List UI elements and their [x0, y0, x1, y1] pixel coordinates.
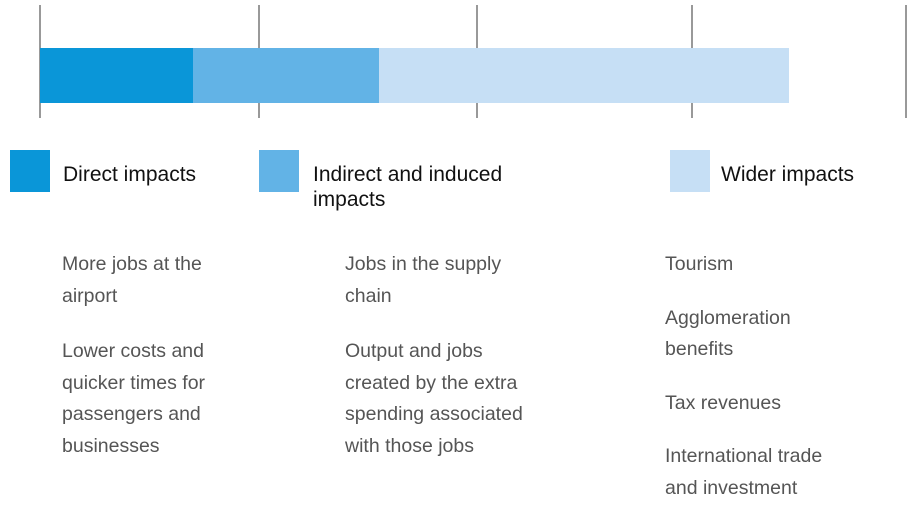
list-item: Tourism — [665, 249, 822, 281]
legend-swatch — [259, 150, 299, 192]
text-line: benefits — [665, 338, 734, 360]
page: Direct impacts Indirect and induced impac… — [10, 5, 907, 499]
text-line: Tourism — [665, 253, 734, 275]
list-item: Lower costs and quicker times for passenge… — [62, 336, 205, 462]
bar-segment — [379, 48, 789, 103]
legend-label: Indirect and induced impacts — [313, 162, 502, 212]
text-line: Output and jobs — [345, 340, 483, 362]
text-line: Indirect and induced — [313, 163, 503, 186]
list-item: More jobs at the airport — [62, 249, 205, 312]
list-item: Output and jobs created by the extra spend… — [345, 336, 523, 462]
text-line: with those jobs — [345, 434, 474, 457]
text-line: impacts — [313, 188, 386, 211]
bar-segment — [193, 48, 379, 103]
text-line: quicker times for — [62, 371, 206, 394]
text-line: Tax revenues — [665, 391, 781, 414]
text-line: airport — [62, 284, 118, 307]
text-line: More jobs at the — [62, 253, 202, 275]
text-line: created by the extra — [345, 371, 518, 394]
text-line: chain — [345, 284, 392, 307]
list-item: Jobs in the supply chain — [345, 249, 523, 312]
text-line: businesses — [62, 434, 160, 457]
text-line: Agglomeration — [665, 306, 791, 329]
list-item: Agglomeration benefits — [665, 303, 822, 366]
text-line: Lower costs and — [62, 340, 204, 362]
list-item: Tax revenues — [665, 388, 822, 420]
diagram — [10, 5, 907, 192]
text-line: passengers and — [62, 403, 201, 425]
text-line: Wider impacts — [721, 163, 855, 186]
text-line: Direct impacts — [63, 163, 197, 186]
list-item: International trade and investment — [665, 441, 822, 504]
column: Jobs in the supply chain Output and jobs cr… — [345, 249, 523, 486]
text-line: Jobs in the supply — [345, 253, 502, 275]
bar-segment — [40, 48, 193, 103]
column: Tourism Agglomeration benefits Tax revenues… — [665, 249, 822, 526]
text-line: International trade — [665, 445, 823, 467]
legend-swatch — [670, 150, 710, 192]
column: More jobs at the airport Lower costs and qu… — [62, 249, 205, 486]
legend-swatch — [10, 150, 50, 192]
text-line: and investment — [665, 476, 798, 499]
legend-label: Direct impacts — [63, 162, 196, 187]
text-line: spending associated — [345, 403, 523, 425]
legend-label: Wider impacts — [721, 162, 854, 187]
